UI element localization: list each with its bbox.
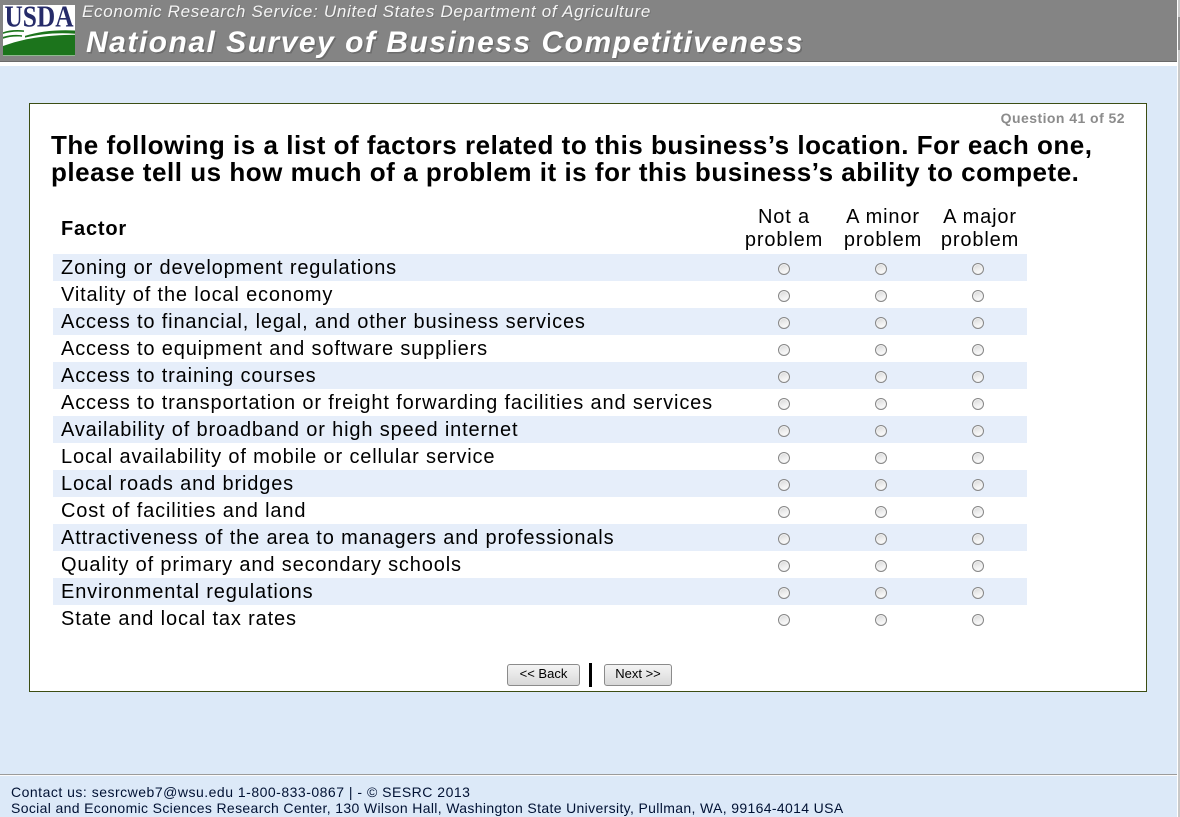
svg-text:USDA: USDA bbox=[5, 5, 74, 34]
